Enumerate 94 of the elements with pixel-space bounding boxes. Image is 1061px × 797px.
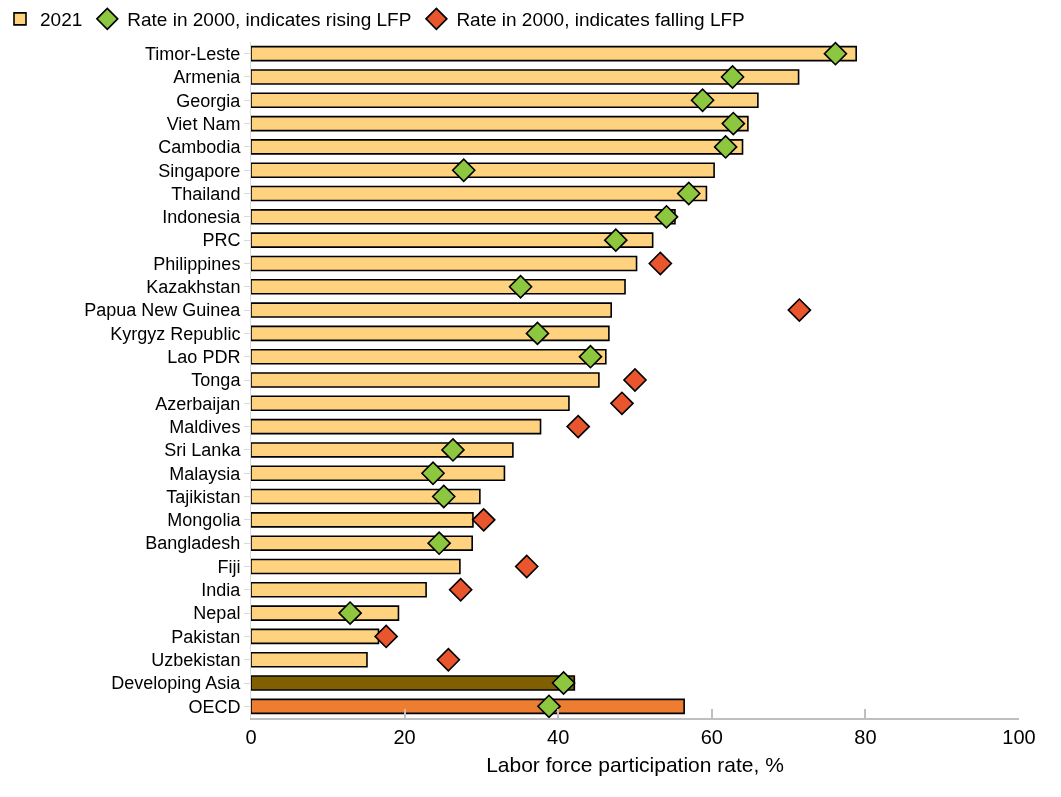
bar — [251, 488, 481, 505]
point — [610, 391, 634, 416]
y-tick-label: Timor-Leste — [145, 43, 241, 64]
point — [603, 228, 628, 252]
bar — [251, 675, 576, 691]
y-tick-label: Sri Lanka — [164, 440, 242, 461]
legend-label: Rate in 2000, indicates rising LFP — [127, 9, 412, 31]
point — [451, 158, 476, 183]
y-tick-label: Papua New Guinea — [84, 300, 242, 321]
point — [525, 321, 550, 346]
y-tick-label: Indonesia — [162, 207, 242, 228]
point — [551, 671, 576, 695]
point — [720, 65, 745, 89]
y-tick-label: Armenia — [173, 67, 242, 88]
point — [713, 135, 738, 159]
y-tick-label: Fiji — [217, 556, 241, 577]
bar — [251, 698, 685, 715]
x-tick-label: 0 — [245, 726, 257, 748]
point — [421, 461, 445, 486]
point — [338, 601, 362, 625]
bar — [251, 209, 676, 225]
point — [690, 88, 715, 113]
bar — [251, 418, 542, 435]
point — [441, 438, 465, 462]
y-tick-label: Azerbaijan — [155, 393, 241, 414]
bar — [251, 325, 610, 342]
point — [508, 274, 533, 299]
x-tick-label: 80 — [854, 726, 877, 748]
bar — [251, 395, 570, 412]
point — [676, 181, 701, 206]
y-tick-label: Nepal — [193, 603, 241, 624]
point — [374, 624, 399, 649]
bar — [251, 185, 708, 202]
y-tick-label: Kazakhstan — [146, 277, 241, 298]
point — [471, 508, 496, 532]
point — [427, 531, 452, 556]
bar — [251, 115, 749, 132]
point — [721, 111, 746, 136]
y-tick-label: Singapore — [158, 160, 241, 181]
y-tick-label: Cambodia — [158, 137, 242, 158]
y-tick-label: Viet Nam — [166, 113, 241, 134]
bar — [251, 302, 612, 318]
point — [648, 251, 673, 276]
y-tick-label: Philippines — [153, 253, 241, 274]
bar — [251, 45, 857, 62]
y-tick-label: Kyrgyz Republic — [110, 323, 241, 344]
x-tick-label: 60 — [700, 726, 723, 748]
point — [623, 368, 647, 392]
legend-label: 2021 — [40, 9, 83, 31]
x-tick-label: 40 — [547, 726, 570, 748]
point — [514, 554, 539, 579]
y-tick-label: Georgia — [176, 90, 242, 111]
bar — [251, 465, 506, 482]
y-tick-label: Maldives — [169, 416, 241, 437]
y-tick-label: Tonga — [191, 370, 242, 391]
legend-label: Rate in 2000, indicates falling LFP — [456, 9, 745, 31]
bar — [251, 232, 654, 248]
y-tick-label: Uzbekistan — [151, 650, 241, 671]
bar — [251, 92, 759, 109]
y-tick-label: Mongolia — [167, 510, 242, 531]
bar — [251, 582, 427, 598]
y-tick-label: Lao PDR — [167, 346, 241, 367]
bar — [251, 442, 514, 458]
x-axis-title: Labor force participation rate, % — [486, 752, 784, 776]
point — [823, 41, 848, 66]
bar — [251, 535, 473, 551]
point — [566, 414, 591, 439]
x-tick-label: 100 — [1002, 726, 1036, 748]
bar — [251, 255, 638, 272]
bar — [251, 558, 461, 575]
point — [578, 344, 603, 369]
y-tick-label: Tajikistan — [166, 486, 241, 507]
point — [431, 484, 456, 509]
bar — [251, 139, 744, 155]
bar — [251, 348, 607, 365]
y-tick-label: OECD — [188, 696, 241, 717]
y-tick-label: Malaysia — [169, 463, 242, 484]
y-tick-label: Thailand — [171, 183, 241, 204]
bar — [251, 651, 368, 668]
x-tick-label: 20 — [393, 726, 416, 748]
point — [448, 577, 473, 602]
y-tick-label: PRC — [202, 230, 241, 251]
y-tick-label: Bangladesh — [145, 533, 241, 554]
y-tick-label: Pakistan — [171, 626, 241, 647]
bar — [251, 162, 715, 178]
point — [436, 647, 461, 672]
y-tick-label: India — [201, 580, 242, 601]
point — [537, 694, 561, 719]
y-tick-label: Developing Asia — [111, 673, 242, 694]
point — [787, 298, 812, 322]
bar — [251, 278, 626, 295]
bar — [251, 69, 800, 85]
point — [654, 204, 679, 229]
bar — [251, 372, 600, 388]
